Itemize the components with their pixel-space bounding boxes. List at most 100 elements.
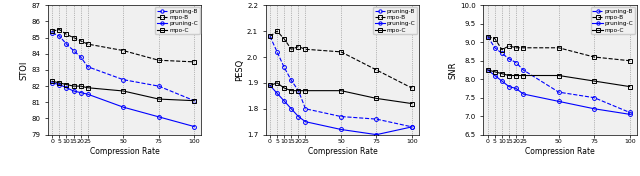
Line: pruning-C: pruning-C — [268, 84, 414, 137]
mpo-B — [155, 59, 163, 61]
pruning-C — [287, 108, 295, 110]
mpo-C — [77, 85, 84, 87]
pruning-B — [484, 36, 492, 38]
pruning-B — [590, 97, 598, 99]
Line: mpo-B: mpo-B — [486, 35, 632, 63]
pruning-B — [280, 66, 288, 68]
mpo-C — [484, 69, 492, 71]
mpo-C — [590, 80, 598, 82]
pruning-C — [512, 87, 520, 89]
Y-axis label: PESQ: PESQ — [235, 59, 244, 81]
pruning-C — [408, 126, 416, 128]
Line: mpo-C: mpo-C — [51, 79, 196, 103]
mpo-C — [408, 103, 416, 105]
pruning-B — [626, 111, 634, 114]
mpo-C — [155, 98, 163, 100]
pruning-B — [372, 118, 380, 120]
mpo-B — [77, 40, 84, 42]
pruning-C — [498, 80, 506, 82]
mpo-B — [498, 49, 506, 51]
pruning-B — [505, 58, 513, 60]
Legend: pruning-B, mpo-B, pruning-C, mpo-C: pruning-B, mpo-B, pruning-C, mpo-C — [591, 7, 635, 34]
pruning-C — [190, 125, 198, 128]
pruning-C — [484, 69, 492, 71]
pruning-C — [77, 92, 84, 94]
pruning-B — [155, 85, 163, 87]
pruning-C — [84, 93, 92, 95]
mpo-C — [505, 74, 513, 77]
pruning-C — [520, 93, 527, 95]
pruning-C — [266, 84, 274, 87]
mpo-C — [84, 87, 92, 89]
mpo-C — [287, 90, 295, 92]
pruning-B — [70, 49, 77, 52]
Line: mpo-C: mpo-C — [486, 68, 632, 89]
mpo-C — [491, 71, 499, 73]
pruning-B — [84, 66, 92, 68]
mpo-B — [337, 51, 345, 53]
mpo-B — [120, 49, 127, 52]
mpo-B — [280, 38, 288, 40]
mpo-C — [280, 87, 288, 89]
mpo-B — [287, 48, 295, 50]
mpo-B — [512, 47, 520, 49]
pruning-B — [49, 32, 56, 34]
mpo-C — [273, 82, 281, 84]
Line: mpo-C: mpo-C — [268, 81, 414, 106]
pruning-C — [70, 90, 77, 92]
pruning-B — [520, 69, 527, 71]
mpo-B — [491, 37, 499, 40]
pruning-C — [505, 86, 513, 88]
mpo-B — [294, 46, 302, 48]
mpo-C — [301, 90, 309, 92]
Line: pruning-B: pruning-B — [51, 31, 196, 103]
mpo-B — [70, 37, 77, 39]
mpo-B — [190, 61, 198, 63]
pruning-C — [63, 87, 70, 89]
pruning-B — [408, 126, 416, 128]
pruning-B — [120, 79, 127, 81]
Line: pruning-C: pruning-C — [51, 81, 196, 128]
mpo-C — [63, 83, 70, 86]
pruning-C — [273, 92, 281, 94]
mpo-B — [49, 30, 56, 32]
mpo-B — [273, 30, 281, 32]
mpo-B — [590, 56, 598, 58]
mpo-B — [408, 87, 416, 89]
pruning-B — [77, 56, 84, 58]
mpo-B — [301, 48, 309, 50]
X-axis label: Compression Rate: Compression Rate — [308, 147, 377, 156]
mpo-C — [372, 97, 380, 99]
pruning-C — [49, 82, 56, 84]
mpo-B — [484, 36, 492, 38]
mpo-B — [84, 43, 92, 45]
mpo-B — [555, 47, 563, 49]
mpo-C — [190, 100, 198, 102]
mpo-C — [49, 80, 56, 82]
Legend: pruning-B, mpo-B, pruning-C, mpo-C: pruning-B, mpo-B, pruning-C, mpo-C — [155, 7, 200, 34]
mpo-B — [372, 69, 380, 71]
pruning-C — [280, 100, 288, 102]
pruning-B — [190, 100, 198, 102]
Y-axis label: STOI: STOI — [20, 60, 29, 80]
pruning-C — [56, 83, 63, 86]
mpo-C — [56, 82, 63, 84]
X-axis label: Compression Rate: Compression Rate — [90, 147, 159, 156]
pruning-B — [56, 35, 63, 37]
mpo-B — [63, 33, 70, 35]
Line: pruning-B: pruning-B — [268, 34, 414, 129]
mpo-C — [498, 73, 506, 75]
Legend: pruning-B, mpo-B, pruning-C, mpo-C: pruning-B, mpo-B, pruning-C, mpo-C — [373, 7, 417, 34]
pruning-C — [555, 100, 563, 102]
pruning-C — [337, 128, 345, 131]
pruning-B — [301, 108, 309, 110]
mpo-C — [626, 86, 634, 88]
pruning-B — [287, 79, 295, 81]
Line: mpo-B: mpo-B — [268, 29, 414, 90]
mpo-C — [512, 74, 520, 77]
mpo-B — [626, 60, 634, 62]
pruning-B — [294, 90, 302, 92]
mpo-C — [120, 90, 127, 92]
pruning-B — [498, 52, 506, 54]
mpo-C — [520, 74, 527, 77]
